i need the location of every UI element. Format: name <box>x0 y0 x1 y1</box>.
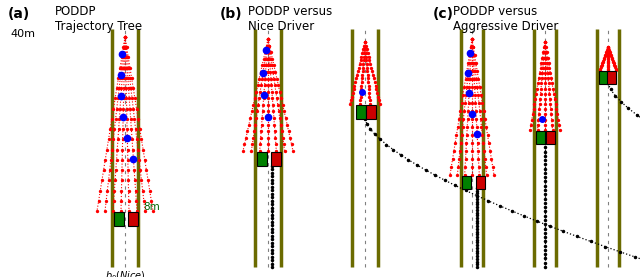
Text: PODDP
Trajectory Tree: PODDP Trajectory Tree <box>55 5 142 33</box>
Bar <box>114 212 124 226</box>
Bar <box>607 71 616 83</box>
Text: (b): (b) <box>220 7 243 21</box>
Bar <box>545 130 554 143</box>
Bar <box>366 105 376 119</box>
Bar <box>536 130 545 143</box>
Text: $b_0(Nice)$
$= 0.49$: $b_0(Nice)$ $= 0.49$ <box>104 269 145 277</box>
Text: PODDP versus
Aggressive Driver: PODDP versus Aggressive Driver <box>453 5 558 33</box>
Bar <box>128 212 138 226</box>
Text: 40m: 40m <box>10 29 35 39</box>
Text: (c): (c) <box>433 7 454 21</box>
Bar <box>461 176 470 189</box>
Text: 8m: 8m <box>143 202 160 212</box>
Bar <box>257 152 267 166</box>
Text: PODDP versus
Nice Driver: PODDP versus Nice Driver <box>248 5 332 33</box>
Bar <box>356 105 366 119</box>
Bar <box>598 71 607 83</box>
Bar <box>271 152 281 166</box>
Bar <box>476 176 484 189</box>
Text: (a): (a) <box>8 7 30 21</box>
